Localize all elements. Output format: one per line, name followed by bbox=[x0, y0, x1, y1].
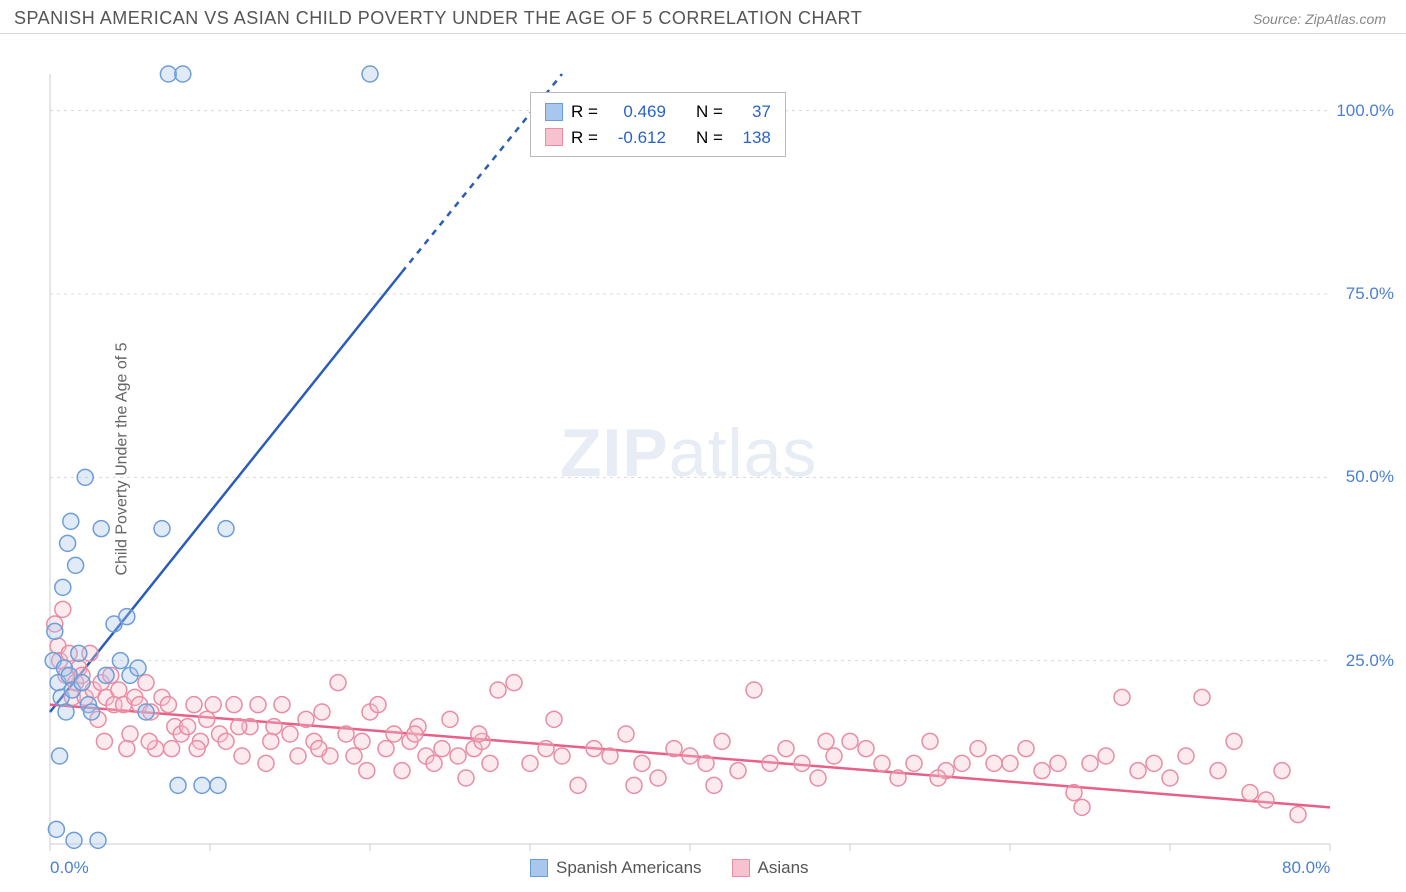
series-legend: Spanish Americans Asians bbox=[530, 858, 809, 878]
y-tick-label: 100.0% bbox=[1336, 101, 1394, 121]
legend-item: Spanish Americans bbox=[530, 858, 702, 878]
n-value: 138 bbox=[731, 125, 771, 151]
r-value: -0.612 bbox=[606, 125, 666, 151]
scatter-plot-svg bbox=[0, 34, 1406, 884]
x-tick-label: 0.0% bbox=[50, 858, 89, 878]
r-label: R = bbox=[571, 125, 598, 151]
legend-label: Asians bbox=[758, 858, 809, 878]
series-swatch bbox=[545, 128, 563, 146]
n-label: N = bbox=[696, 99, 723, 125]
legend-item: Asians bbox=[732, 858, 809, 878]
x-tick-label: 80.0% bbox=[1282, 858, 1330, 878]
n-value: 37 bbox=[731, 99, 771, 125]
correlation-stats-box: R = 0.469 N = 37 R = -0.612 N = 138 bbox=[530, 92, 786, 157]
source-attribution: Source: ZipAtlas.com bbox=[1253, 11, 1386, 27]
y-tick-label: 25.0% bbox=[1346, 651, 1394, 671]
y-tick-label: 75.0% bbox=[1346, 284, 1394, 304]
stats-row: R = -0.612 N = 138 bbox=[545, 125, 771, 151]
legend-label: Spanish Americans bbox=[556, 858, 702, 878]
chart-header: SPANISH AMERICAN VS ASIAN CHILD POVERTY … bbox=[0, 0, 1406, 34]
y-tick-label: 50.0% bbox=[1346, 467, 1394, 487]
stats-row: R = 0.469 N = 37 bbox=[545, 99, 771, 125]
r-value: 0.469 bbox=[606, 99, 666, 125]
chart-area: Child Poverty Under the Age of 5 ZIPatla… bbox=[0, 34, 1406, 884]
legend-swatch bbox=[530, 859, 548, 877]
r-label: R = bbox=[571, 99, 598, 125]
n-label: N = bbox=[696, 125, 723, 151]
chart-title: SPANISH AMERICAN VS ASIAN CHILD POVERTY … bbox=[14, 8, 862, 29]
series-swatch bbox=[545, 103, 563, 121]
legend-swatch bbox=[732, 859, 750, 877]
